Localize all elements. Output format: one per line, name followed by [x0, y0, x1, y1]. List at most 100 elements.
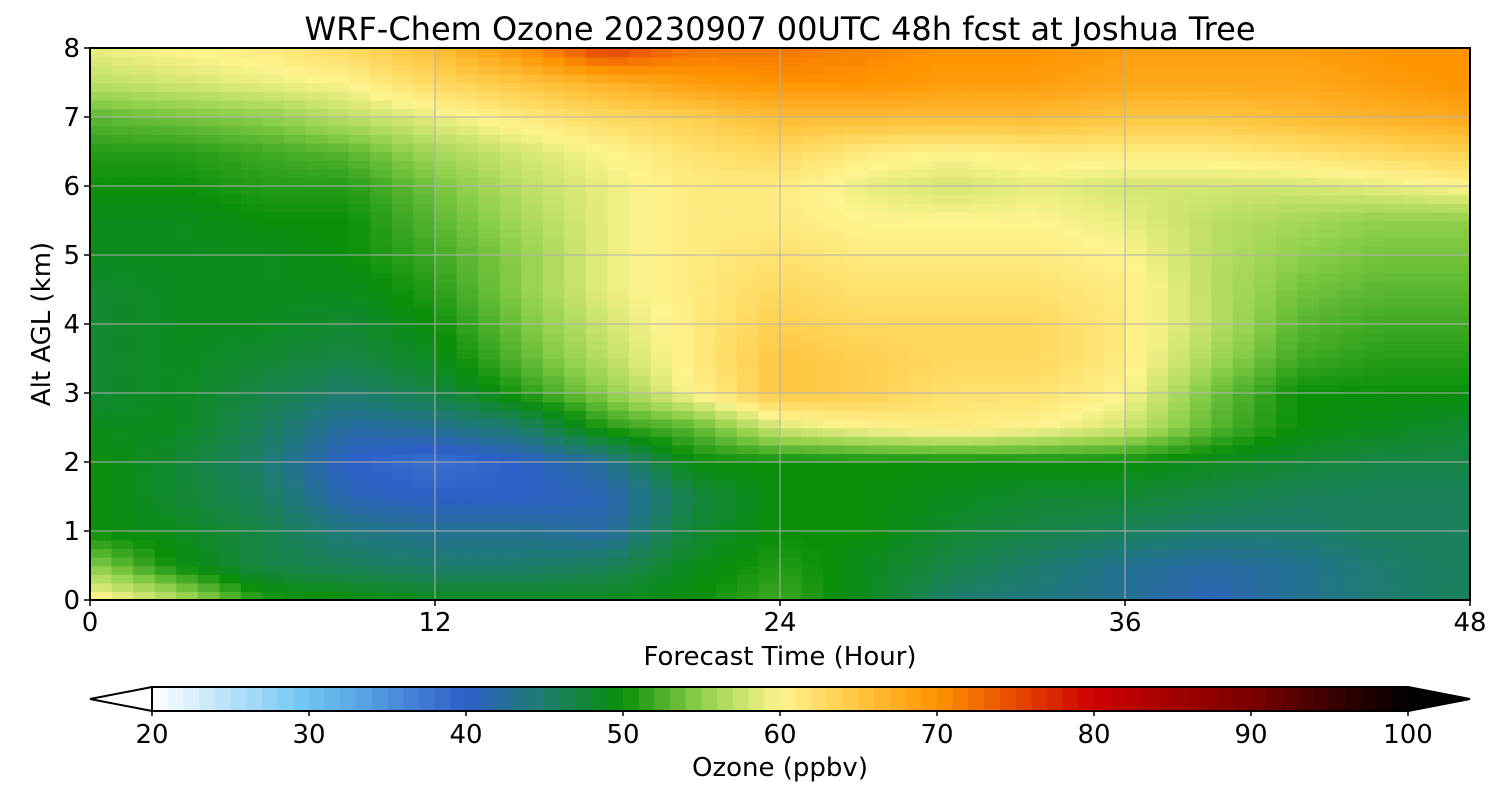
heatmap-cell — [111, 332, 134, 342]
heatmap-cell — [780, 263, 803, 273]
heatmap-cell — [801, 401, 824, 411]
heatmap-cell — [521, 418, 544, 429]
heatmap-cell — [780, 332, 803, 342]
heatmap-cell — [1060, 306, 1083, 317]
heatmap-cell — [844, 436, 867, 446]
heatmap-cell — [780, 470, 803, 480]
heatmap-cell — [607, 142, 630, 153]
heatmap-cell — [370, 418, 393, 429]
heatmap-cell — [1275, 505, 1299, 515]
heatmap-cell — [456, 556, 479, 567]
heatmap-cell — [391, 375, 415, 386]
heatmap-cell — [629, 384, 652, 394]
heatmap-cell — [348, 91, 372, 101]
heatmap-cell — [650, 582, 673, 593]
heatmap-cell — [1232, 220, 1256, 230]
heatmap-cell — [952, 565, 975, 575]
colorbar-segments — [152, 687, 1409, 711]
heatmap-cell — [90, 280, 113, 291]
heatmap-cell — [930, 125, 954, 135]
heatmap-cell — [542, 298, 566, 308]
heatmap-cell — [1254, 151, 1277, 161]
heatmap-cell — [909, 263, 932, 273]
heatmap-cell — [305, 418, 328, 429]
heatmap-cell — [133, 453, 156, 463]
heatmap-cell — [133, 65, 156, 75]
heatmap-cell — [1340, 479, 1363, 489]
heatmap-cell — [693, 565, 717, 575]
heatmap-cell — [974, 91, 997, 101]
heatmap-cell — [887, 203, 911, 213]
heatmap-cell — [521, 401, 544, 411]
heatmap-cell — [952, 375, 975, 386]
heatmap-cell — [1275, 99, 1299, 110]
heatmap-cell — [1254, 410, 1277, 420]
heatmap-cell — [758, 565, 781, 575]
heatmap-cell — [887, 341, 911, 351]
heatmap-cell — [672, 470, 695, 480]
heatmap-cell — [1426, 263, 1450, 273]
heatmap-cell — [607, 134, 630, 144]
heatmap-cell — [887, 73, 911, 84]
heatmap-cell — [499, 117, 522, 127]
heatmap-cell — [1232, 306, 1256, 317]
heatmap-cell — [499, 177, 522, 187]
heatmap-cell — [111, 211, 134, 222]
heatmap-cell — [1405, 134, 1428, 144]
heatmap-cell — [1426, 117, 1450, 127]
heatmap-cell — [240, 539, 264, 549]
heatmap-cell — [262, 289, 285, 299]
heatmap-cell — [262, 444, 285, 455]
heatmap-cell — [348, 513, 372, 524]
heatmap-cell — [736, 142, 760, 153]
heatmap-cell — [1426, 410, 1450, 420]
heatmap-cell — [133, 410, 156, 420]
heatmap-cell — [1081, 513, 1105, 524]
heatmap-cell — [930, 324, 954, 334]
heatmap-cell — [1081, 453, 1105, 463]
heatmap-cell — [1448, 237, 1471, 248]
heatmap-cell — [197, 410, 221, 420]
heatmap-cell — [1383, 73, 1407, 84]
heatmap-cell — [133, 375, 156, 386]
heatmap-cell — [456, 470, 479, 480]
heatmap-cell — [801, 513, 824, 524]
heatmap-cell — [607, 203, 630, 213]
heatmap-cell — [1362, 306, 1385, 317]
heatmap-cell — [909, 462, 932, 472]
heatmap-cell — [585, 531, 609, 541]
heatmap-cell — [262, 306, 285, 317]
heatmap-cell — [456, 315, 479, 325]
heatmap-cell — [327, 479, 350, 489]
heatmap-cell — [974, 548, 997, 558]
heatmap-cell — [693, 194, 717, 204]
heatmap-cell — [176, 479, 199, 489]
heatmap-cell — [240, 108, 264, 118]
heatmap-cell — [672, 574, 695, 584]
heatmap-cell — [240, 436, 264, 446]
heatmap-cell — [240, 470, 264, 480]
colorbar-segment — [1078, 687, 1095, 711]
heatmap-cell — [1103, 375, 1126, 386]
heatmap-cell — [284, 479, 307, 489]
heatmap-cell — [219, 125, 242, 135]
heatmap-cell — [1189, 591, 1212, 601]
heatmap-cell — [478, 513, 501, 524]
heatmap-cell — [650, 91, 673, 101]
heatmap-cell — [607, 237, 630, 248]
heatmap-cell — [348, 142, 372, 153]
heatmap-cell — [995, 263, 1018, 273]
heatmap-cell — [133, 487, 156, 498]
heatmap-cell — [391, 298, 415, 308]
heatmap-cell — [456, 487, 479, 498]
heatmap-cell — [866, 272, 889, 282]
colorbar-segment — [732, 687, 750, 711]
heatmap-cell — [1125, 125, 1148, 135]
heatmap-cell — [1060, 272, 1083, 282]
heatmap-cell — [1275, 298, 1299, 308]
heatmap-cell — [1405, 393, 1428, 403]
heatmap-cell — [585, 246, 609, 256]
heatmap-cell — [1189, 56, 1212, 66]
heatmap-cell — [348, 487, 372, 498]
heatmap-cell — [1254, 349, 1277, 360]
